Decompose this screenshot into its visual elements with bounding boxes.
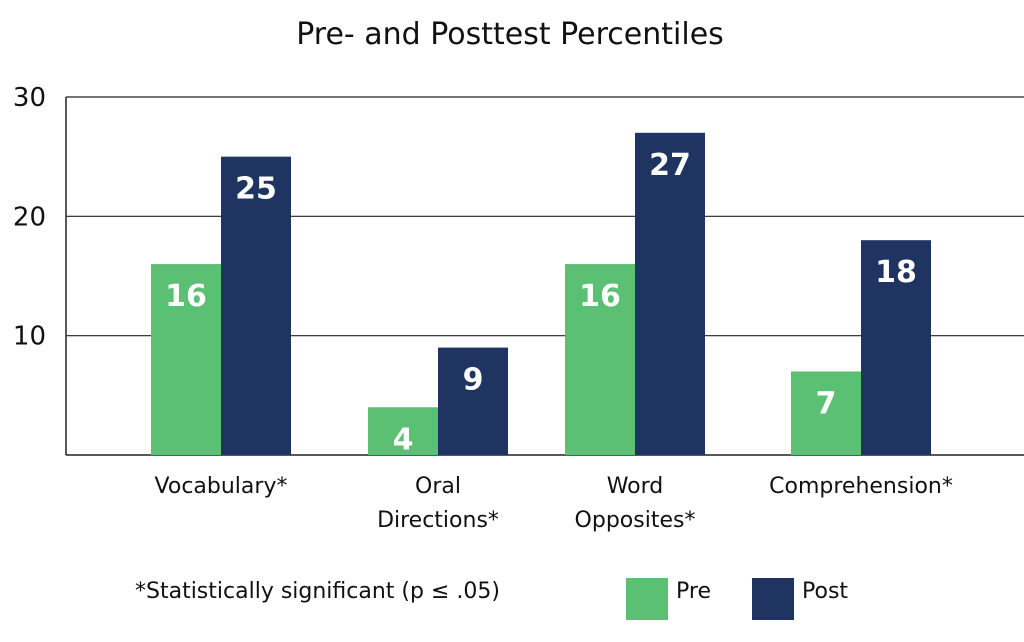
x-tick-label: Opposites* [575,508,696,533]
bar-pre [368,407,438,455]
legend-swatch-pre [626,578,668,620]
bars [151,132,931,456]
bar-post [438,347,508,455]
bar-value-label: 9 [463,363,484,398]
significance-note: *Statistically significant (p ≤ .05) [135,579,500,604]
legend-swatch-post [752,578,794,620]
legend-label-pre: Pre [676,579,711,604]
bar-post [221,156,291,455]
bar-value-label: 27 [649,148,691,183]
legend-label-post: Post [802,579,848,604]
bar-pre [791,371,861,455]
x-tick-label: Word [607,474,664,499]
x-tick-label: Oral [415,474,461,499]
legend: Pre Post [626,578,848,620]
bar-value-label: 7 [816,386,837,421]
bar-post [861,240,931,455]
bar-value-label: 25 [235,172,277,207]
bar-value-label: 16 [165,279,207,314]
bar-value-label: 4 [393,422,414,457]
bar-pre [565,264,635,455]
x-axis-ticks: Vocabulary* Oral Directions* Word Opposites*… [155,474,953,533]
bar-value-label: 16 [579,279,621,314]
y-axis-ticks: 10 20 30 [13,83,46,352]
x-tick-label: Directions* [377,508,499,533]
chart-title: Pre- and Posttest Percentiles [296,17,724,52]
y-tick-label: 10 [13,322,46,352]
x-tick-label: Vocabulary* [155,474,288,499]
y-tick-label: 20 [13,202,46,232]
bar-post [635,132,705,456]
y-tick-label: 30 [13,83,46,113]
value-labels: 16 25 4 9 16 27 7 18 [165,148,917,457]
bar-value-label: 18 [875,255,917,290]
x-tick-label: Comprehension* [769,474,953,499]
bar-pre [151,264,221,455]
